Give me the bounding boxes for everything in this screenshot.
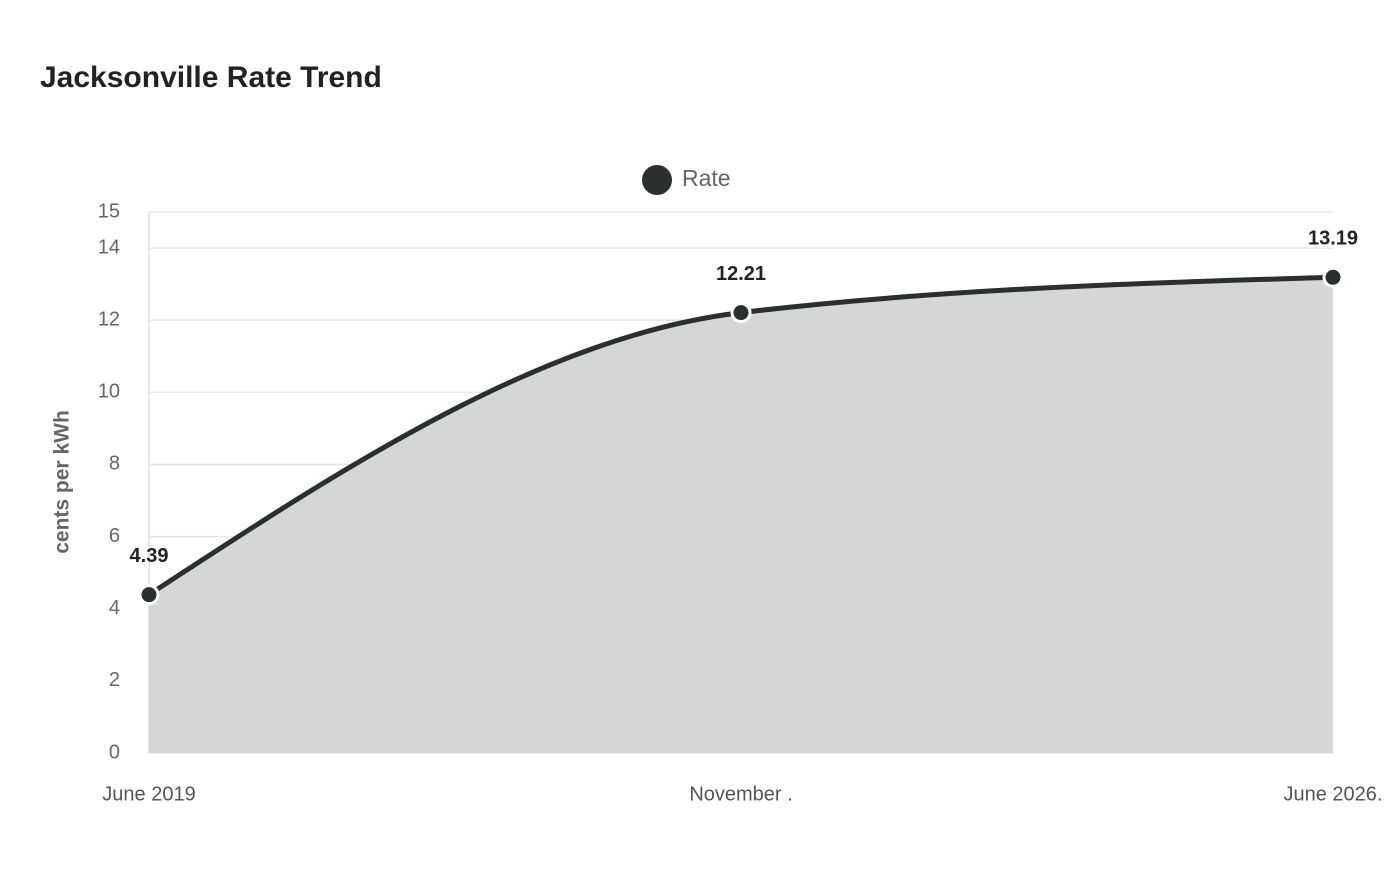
y-tick-label: 10 — [98, 381, 120, 403]
point — [138, 584, 160, 606]
data-label: 13.19 — [1308, 228, 1358, 250]
x-tick-label: June 2026. — [1284, 783, 1383, 805]
data-label: 4.39 — [130, 545, 169, 567]
area — [149, 277, 1333, 753]
data-label: 12.21 — [716, 263, 766, 285]
y-tick-label: 12 — [98, 308, 120, 330]
x-tick-label: November . — [689, 783, 792, 805]
legend-marker — [642, 165, 672, 195]
y-tick-label: 14 — [98, 236, 120, 258]
y-tick-label: 6 — [109, 525, 120, 547]
chart-title: Jacksonville Rate Trend — [40, 61, 382, 94]
y-tick-label: 4 — [109, 597, 120, 619]
y-tick-label: 0 — [109, 741, 120, 763]
y-tick-label: 2 — [109, 669, 120, 691]
point — [730, 302, 752, 324]
x-tick-label: June 2019 — [102, 783, 195, 805]
y-tick-label: 15 — [98, 200, 120, 222]
y-tick-label: 8 — [109, 453, 120, 475]
y-axis-label: cents per kWh — [51, 410, 74, 554]
point — [1322, 266, 1344, 288]
legend-label: Rate — [682, 165, 731, 191]
